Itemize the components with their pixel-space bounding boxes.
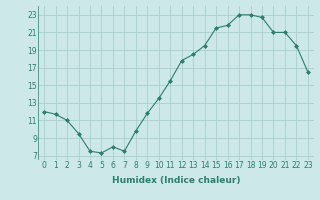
X-axis label: Humidex (Indice chaleur): Humidex (Indice chaleur): [112, 176, 240, 185]
